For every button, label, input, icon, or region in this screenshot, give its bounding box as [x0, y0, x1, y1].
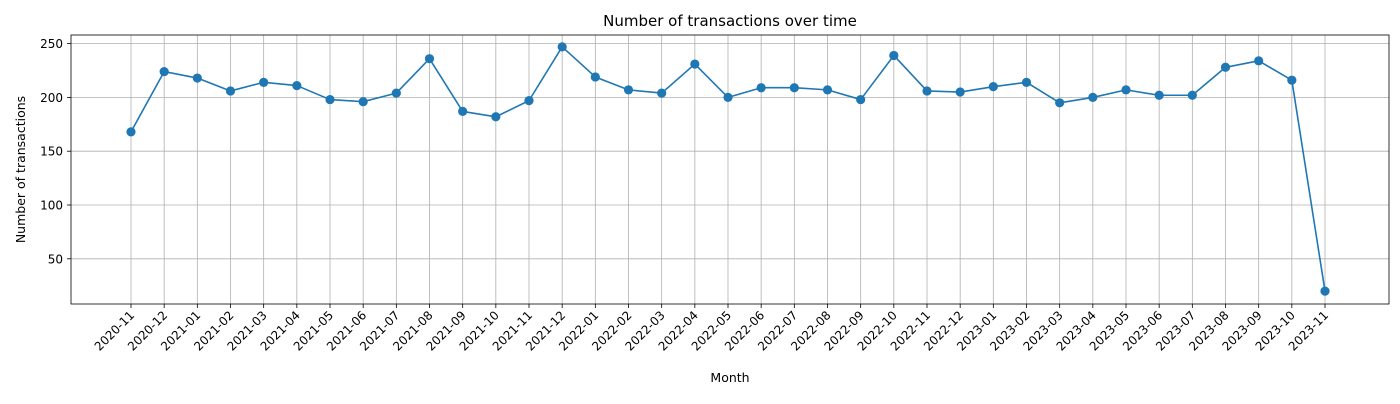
y-tick-label: 200: [40, 91, 63, 105]
data-point: [1254, 56, 1264, 66]
data-point: [458, 106, 468, 116]
axis-ticks: 2020-112020-122021-012021-022021-032021-…: [40, 37, 1331, 353]
data-point: [1055, 98, 1065, 108]
data-point: [856, 94, 866, 105]
data-point: [789, 83, 799, 93]
data-point: [889, 50, 899, 61]
y-tick-label: 100: [40, 199, 63, 213]
data-point: [1121, 85, 1131, 95]
data-point: [491, 112, 501, 122]
data-point: [358, 97, 368, 107]
y-tick-label: 250: [40, 37, 63, 51]
data-point: [1187, 90, 1197, 100]
data-point: [292, 80, 302, 91]
data-point: [1220, 62, 1231, 72]
data-point: [590, 72, 600, 82]
data-point: [325, 94, 335, 105]
data-point: [1088, 92, 1098, 103]
data-point: [1021, 77, 1032, 87]
grid-lines: [71, 35, 1389, 304]
data-point: [657, 88, 667, 98]
data-point: [126, 127, 136, 137]
y-axis-label: Number of transactions: [13, 96, 28, 243]
data-point: [259, 77, 269, 87]
data-point: [557, 42, 567, 52]
data-point: [391, 88, 401, 98]
chart-title: Number of transactions over time: [603, 12, 857, 30]
data-point: [159, 66, 169, 77]
series-transactions: [126, 42, 1330, 296]
data-point: [424, 54, 435, 64]
data-point: [988, 82, 998, 92]
data-point: [1320, 286, 1330, 296]
data-point: [524, 96, 534, 106]
data-point: [955, 87, 965, 97]
plot-area-frame: [70, 34, 1390, 305]
y-tick-label: 50: [48, 252, 63, 266]
x-axis-label: Month: [710, 370, 749, 385]
data-point: [225, 86, 236, 96]
data-point: [690, 59, 700, 69]
data-point: [822, 85, 833, 95]
data-point: [623, 85, 634, 95]
data-point: [723, 92, 733, 103]
data-point: [1154, 90, 1164, 100]
y-tick-label: 150: [40, 145, 63, 159]
data-point: [922, 86, 932, 96]
data-point: [192, 73, 202, 83]
data-point: [1287, 75, 1297, 85]
data-point: [756, 83, 766, 93]
